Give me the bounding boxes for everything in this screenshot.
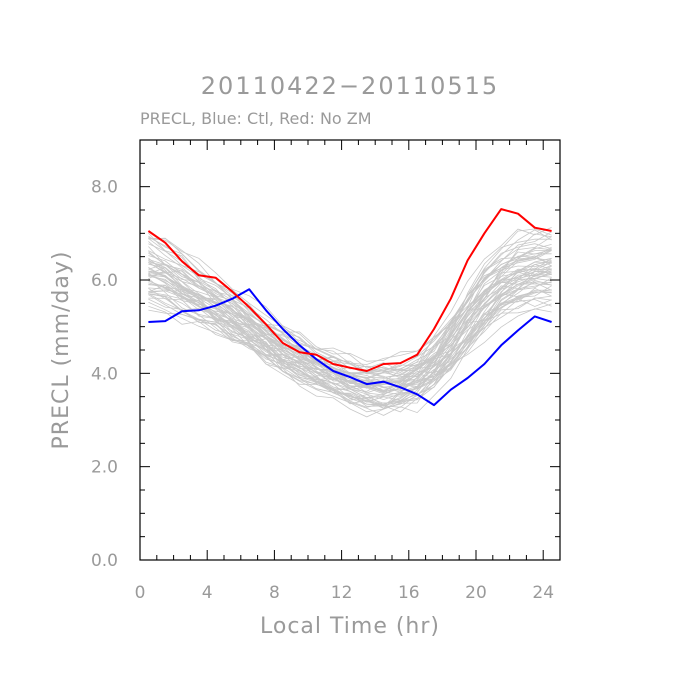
- y-tick-label: 4.0: [91, 364, 118, 384]
- y-tick-label: 0.0: [91, 551, 118, 571]
- ensemble-line: [148, 260, 552, 408]
- ensemble-lines: [148, 227, 552, 418]
- x-tick-labels: 0 4 8 12 16 20 24: [135, 583, 554, 603]
- ensemble-line: [148, 257, 552, 362]
- ensemble-line: [148, 298, 552, 382]
- ensemble-line: [148, 308, 552, 391]
- ensemble-line: [148, 289, 552, 401]
- ensemble-line: [148, 293, 552, 378]
- x-axis-title: Local Time (hr): [260, 614, 440, 639]
- series-lines: [147, 208, 552, 407]
- ensemble-line: [148, 243, 552, 372]
- x-tick-label: 20: [465, 583, 487, 603]
- x-tick-label: 0: [135, 583, 146, 603]
- y-tick-label: 2.0: [91, 458, 118, 478]
- ensemble-line: [148, 294, 552, 388]
- ensemble-line: [148, 268, 552, 403]
- x-tick-label: 24: [532, 583, 554, 603]
- ensemble-line: [148, 291, 552, 407]
- ensemble-line: [148, 290, 552, 379]
- ensemble-line: [148, 243, 552, 389]
- ensemble-line: [148, 265, 552, 378]
- series-line-no-zm: [147, 208, 552, 372]
- ensemble-line: [148, 260, 552, 374]
- ensemble-line: [148, 267, 552, 416]
- axis-ticks: [139, 139, 561, 561]
- ensemble-line: [148, 265, 552, 372]
- ensemble-line: [148, 247, 552, 373]
- x-tick-label: 4: [202, 583, 213, 603]
- chart-title: 20110422−20110515: [201, 72, 499, 100]
- x-tick-label: 12: [331, 583, 353, 603]
- ensemble-line: [148, 279, 552, 406]
- chart-subtitle: PRECL, Blue: Ctl, Red: No ZM: [140, 109, 372, 128]
- series-line-ctl: [148, 288, 552, 407]
- ensemble-line: [148, 253, 552, 409]
- ensemble-line: [148, 258, 552, 408]
- ensemble-line: [148, 273, 552, 407]
- ensemble-line: [148, 274, 552, 380]
- y-tick-label: 6.0: [91, 271, 118, 291]
- y-tick-labels: 0.0 2.0 4.0 6.0 8.0: [91, 178, 118, 571]
- x-tick-label: 16: [398, 583, 420, 603]
- y-tick-label: 8.0: [91, 178, 118, 198]
- ensemble-line: [148, 228, 552, 403]
- x-tick-label: 8: [269, 583, 280, 603]
- y-axis-title: PRECL (mm/day): [49, 251, 74, 450]
